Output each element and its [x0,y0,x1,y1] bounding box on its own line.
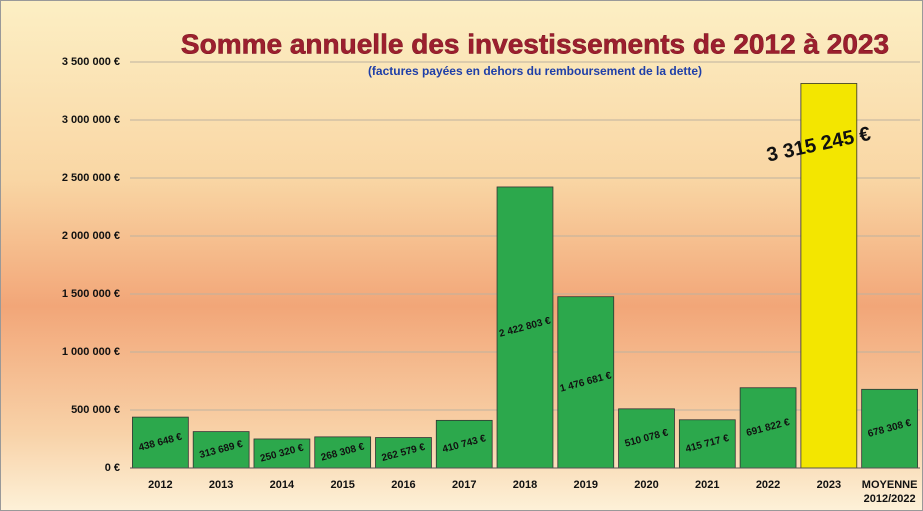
x-tick-label: 2023 [816,479,842,491]
x-tick-label: 2016 [391,479,416,491]
y-tick-label: 1 000 000 € [62,346,120,358]
y-tick-label: 1 500 000 € [62,288,120,300]
x-tick-label: 2021 [695,479,720,491]
bar [192,431,250,469]
y-tick-label: 3 500 000 € [62,56,120,68]
x-tick-label: MOYENNE 2012/2022 [861,479,918,505]
chart-subtitle: (factures payées en dehors du remboursem… [368,64,702,78]
x-tick-label: 2022 [755,479,781,491]
bar [253,438,311,469]
chart-title: Somme annuelle des investissements de 20… [181,28,889,59]
bar [314,436,372,469]
x-tick-label: 2020 [634,479,659,491]
x-tick-label: 2013 [208,479,234,491]
bar [800,83,858,469]
x-tick-label: 2018 [512,479,538,491]
x-tick-label: 2019 [573,479,598,491]
bar [861,388,918,469]
y-tick-label: 2 000 000 € [62,230,120,242]
bar [132,416,189,469]
x-tick-label: 2017 [451,479,477,491]
bar [678,419,736,469]
x-tick-label: 2015 [330,479,355,491]
y-tick-label: 0 € [105,462,120,474]
x-tick-label: 2012 [148,479,173,491]
bar [739,387,797,469]
y-tick-label: 500 000 € [71,404,120,416]
bar [557,296,615,469]
bar [435,419,493,469]
bar [375,437,432,469]
bar [618,408,675,469]
y-tick-label: 2 500 000 € [62,172,120,184]
bar [496,186,554,469]
y-tick-label: 3 000 000 € [62,114,120,126]
x-tick-label: 2014 [269,479,295,491]
